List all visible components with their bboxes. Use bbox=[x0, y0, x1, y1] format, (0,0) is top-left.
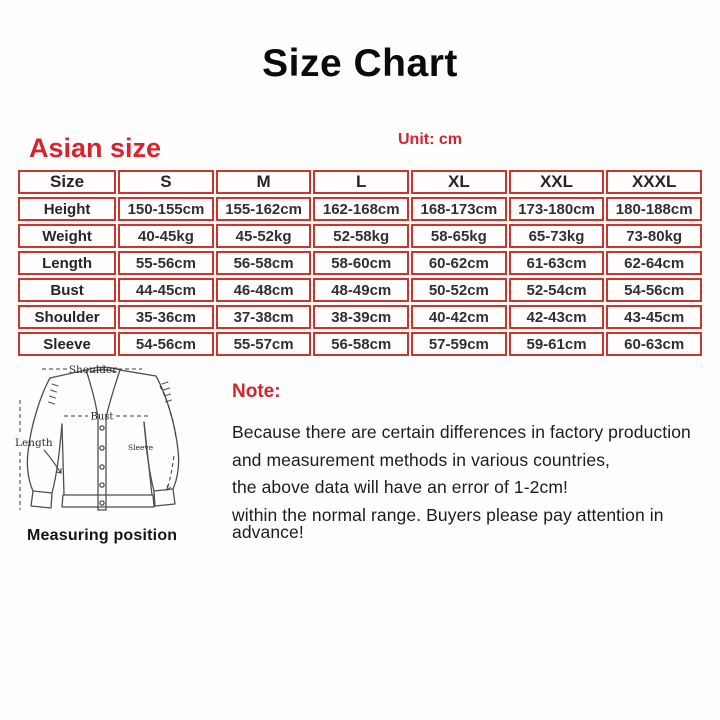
cell: 40-45kg bbox=[118, 224, 214, 248]
col-header-s: S bbox=[118, 170, 214, 194]
cell: 54-56cm bbox=[606, 278, 702, 302]
region-label: Asian size bbox=[29, 133, 162, 163]
size-table: Size S M L XL XXL XXXL Height 150-155cm … bbox=[16, 167, 704, 359]
cell: 173-180cm bbox=[508, 197, 605, 221]
cell: 155-162cm bbox=[215, 197, 312, 221]
col-header-xl: XL bbox=[411, 170, 507, 194]
cell: 37-38cm bbox=[215, 305, 312, 329]
table-row-bust: Bust 44-45cm 46-48cm 48-49cm 50-52cm 52-… bbox=[18, 278, 702, 302]
cell: 58-60cm bbox=[313, 251, 410, 275]
table-row-shoulder: Shoulder 35-36cm 37-38cm 38-39cm 40-42cm… bbox=[18, 305, 702, 329]
diagram-caption: Measuring position bbox=[27, 527, 178, 544]
row-label: Bust bbox=[18, 278, 117, 302]
note-heading: Note: bbox=[232, 381, 281, 402]
cell: 43-45cm bbox=[606, 305, 702, 329]
cell: 48-49cm bbox=[313, 278, 410, 302]
table-row-height: Height 150-155cm 155-162cm 162-168cm 168… bbox=[18, 197, 702, 221]
diagram-label-bust: Bust bbox=[91, 412, 114, 423]
cell: 60-63cm bbox=[606, 332, 702, 356]
unit-label: Unit: cm bbox=[398, 131, 462, 148]
diagram-label-sleeve: Sleeve bbox=[128, 443, 154, 452]
cell: 44-45cm bbox=[118, 278, 214, 302]
cell: 57-59cm bbox=[411, 332, 507, 356]
col-header-size: Size bbox=[18, 170, 117, 194]
cell: 38-39cm bbox=[313, 305, 410, 329]
cell: 52-54cm bbox=[508, 278, 605, 302]
cell: 35-36cm bbox=[118, 305, 214, 329]
row-label: Weight bbox=[18, 224, 117, 248]
col-header-xxl: XXL bbox=[508, 170, 605, 194]
cell: 45-52kg bbox=[215, 224, 312, 248]
cell: 168-173cm bbox=[411, 197, 507, 221]
cell: 40-42cm bbox=[411, 305, 507, 329]
note-line: Because there are certain differences in… bbox=[232, 422, 691, 442]
row-label: Sleeve bbox=[18, 332, 117, 356]
cell: 55-57cm bbox=[215, 332, 312, 356]
cell: 50-52cm bbox=[411, 278, 507, 302]
col-header-l: L bbox=[313, 170, 410, 194]
cell: 55-56cm bbox=[118, 251, 214, 275]
cell: 46-48cm bbox=[215, 278, 312, 302]
cell: 73-80kg bbox=[606, 224, 702, 248]
cell: 56-58cm bbox=[313, 332, 410, 356]
diagram-label-length: Length bbox=[15, 437, 53, 449]
table-row-length: Length 55-56cm 56-58cm 58-60cm 60-62cm 6… bbox=[18, 251, 702, 275]
row-label: Length bbox=[18, 251, 117, 275]
cell: 62-64cm bbox=[606, 251, 702, 275]
cell: 56-58cm bbox=[215, 251, 312, 275]
col-header-xxxl: XXXL bbox=[606, 170, 702, 194]
cell: 58-65kg bbox=[411, 224, 507, 248]
table-row-sleeve: Sleeve 54-56cm 55-57cm 56-58cm 57-59cm 5… bbox=[18, 332, 702, 356]
table-header-row: Size S M L XL XXL XXXL bbox=[18, 170, 702, 194]
row-label: Height bbox=[18, 197, 117, 221]
cell: 150-155cm bbox=[118, 197, 214, 221]
col-header-m: M bbox=[215, 170, 312, 194]
row-label: Shoulder bbox=[18, 305, 117, 329]
note-line: within the normal range. Buyers please p… bbox=[232, 504, 664, 542]
cell: 60-62cm bbox=[411, 251, 507, 275]
note-line: the above data will have an error of 1-2… bbox=[232, 477, 569, 497]
note-line: and measurement methods in various count… bbox=[232, 449, 611, 470]
table-row-weight: Weight 40-45kg 45-52kg 52-58kg 58-65kg 6… bbox=[18, 224, 702, 248]
cell: 162-168cm bbox=[313, 197, 410, 221]
cell: 42-43cm bbox=[508, 305, 605, 329]
diagram-label-shoulder: Shoulder bbox=[69, 364, 118, 376]
cell: 180-188cm bbox=[606, 197, 702, 221]
cell: 54-56cm bbox=[118, 332, 214, 356]
cell: 52-58kg bbox=[313, 224, 410, 248]
measuring-diagram-cardigan: Shoulder Bust Length Sleeve bbox=[15, 364, 180, 511]
cell: 65-73kg bbox=[508, 224, 605, 248]
note-section: Note: Because there are certain differen… bbox=[232, 381, 702, 552]
page-title: Size Chart bbox=[262, 42, 458, 85]
cell: 61-63cm bbox=[508, 251, 605, 275]
cell: 59-61cm bbox=[508, 332, 605, 356]
